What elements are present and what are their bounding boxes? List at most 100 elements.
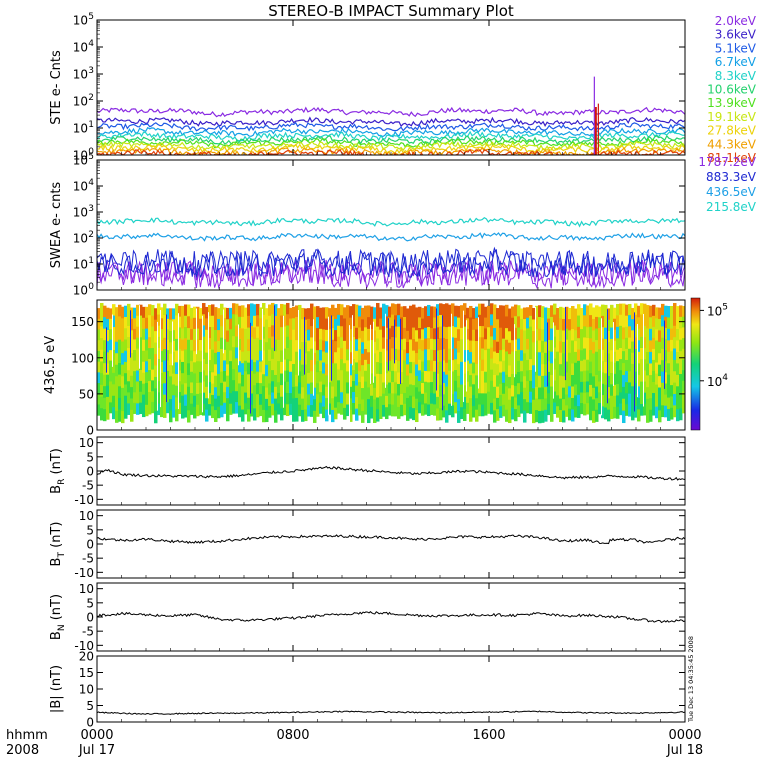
- pad-cell: [274, 351, 278, 364]
- pad-cell: [436, 327, 440, 340]
- y-tick-label: 5: [86, 699, 94, 713]
- pad-cell: [616, 326, 620, 339]
- pad-cell: [667, 351, 671, 364]
- pad-cell: [454, 327, 458, 339]
- pad-cell: [271, 403, 275, 416]
- pad-cell: [385, 373, 389, 386]
- pad-cell: [481, 404, 485, 417]
- pad-cell: [544, 409, 548, 422]
- pad-cell: [631, 330, 635, 343]
- pad-cell: [112, 372, 116, 385]
- pad-cell: [313, 352, 317, 365]
- pad-cell: [133, 392, 137, 404]
- pad-cell: [238, 305, 242, 318]
- pad-cell: [112, 349, 116, 362]
- pad-cell: [184, 360, 188, 373]
- pad-cell: [382, 337, 386, 350]
- pad-cell: [118, 374, 122, 387]
- pad-cell: [625, 304, 629, 317]
- pad-cell: [172, 340, 176, 353]
- pad-cell: [637, 340, 641, 353]
- pad-cell: [388, 393, 392, 405]
- pad-cell: [565, 405, 569, 417]
- pad-cell: [475, 375, 479, 388]
- pad-cell: [286, 336, 290, 349]
- pad-cell: [355, 408, 359, 421]
- pad-cell: [202, 325, 206, 338]
- pad-cell: [259, 372, 263, 384]
- pad-cell: [277, 308, 281, 320]
- pad-cell: [109, 381, 113, 393]
- pad-cell: [373, 399, 377, 412]
- pad-gap: [283, 315, 284, 408]
- pad-cell: [481, 359, 485, 372]
- pad-gap: [106, 327, 107, 373]
- pad-cell: [121, 411, 125, 424]
- pad-cell: [109, 371, 113, 382]
- pad-cell: [490, 402, 494, 415]
- pad-cell: [550, 340, 554, 353]
- pad-gap: [613, 322, 614, 386]
- pad-cell: [310, 382, 314, 395]
- pad-cell: [130, 353, 134, 365]
- pad-cell: [193, 306, 197, 319]
- pad-cell: [415, 307, 419, 320]
- pad-cell: [583, 304, 587, 316]
- pad-cell: [607, 375, 611, 388]
- pad-cell: [184, 394, 188, 407]
- pad-cell: [307, 308, 311, 320]
- pad-cell: [229, 371, 233, 383]
- pad-cell: [535, 317, 539, 330]
- pad-cell: [445, 386, 449, 399]
- pad-cell: [310, 337, 314, 350]
- pad-cell: [349, 409, 353, 422]
- pad-cell: [427, 404, 431, 417]
- pad-cell: [673, 394, 677, 406]
- pad-cell: [223, 371, 227, 383]
- pad-cell: [586, 348, 590, 361]
- pad-cell: [313, 387, 317, 400]
- pad-cell: [439, 408, 443, 421]
- pad-cell: [379, 307, 383, 320]
- pad-cell: [583, 359, 587, 372]
- pad-cell: [430, 360, 434, 372]
- pad-cell: [187, 386, 191, 400]
- pad-cell: [262, 409, 266, 423]
- pad-cell: [316, 405, 320, 417]
- pad-cell: [214, 387, 218, 400]
- pad-cell: [223, 392, 227, 404]
- pad-cell: [673, 303, 677, 315]
- pad-cell: [271, 302, 275, 315]
- pad-cell: [256, 382, 260, 395]
- pad-cell: [136, 392, 140, 404]
- pad-cell: [235, 380, 239, 392]
- pad-cell: [664, 394, 668, 407]
- pad-cell: [625, 348, 629, 361]
- pad-cell: [349, 352, 353, 365]
- pad-cell: [508, 388, 512, 401]
- pad-cell: [535, 363, 539, 376]
- pad-cell: [271, 381, 275, 393]
- pad-cell: [421, 404, 425, 416]
- pad-cell: [580, 392, 584, 404]
- pad-cell: [619, 381, 623, 393]
- pad-cell: [679, 351, 683, 364]
- pad-cell: [178, 370, 182, 382]
- pad-cell: [409, 350, 413, 363]
- pad-cell: [493, 304, 497, 317]
- pad-cell: [229, 393, 233, 405]
- pad-cell: [202, 370, 206, 382]
- pad-cell: [259, 350, 263, 363]
- pad-cell: [142, 405, 146, 418]
- pad-cell: [676, 317, 680, 330]
- pad-cell: [325, 352, 329, 365]
- pad-cell: [628, 382, 632, 395]
- pad-cell: [421, 350, 425, 363]
- pad-cell: [466, 339, 470, 351]
- pad-cell: [322, 373, 326, 386]
- y-tick-exponent: 1: [88, 256, 94, 266]
- pad-cell: [262, 326, 266, 340]
- pad-cell: [193, 340, 197, 352]
- pad-cell: [205, 375, 209, 388]
- pad-cell: [601, 383, 605, 396]
